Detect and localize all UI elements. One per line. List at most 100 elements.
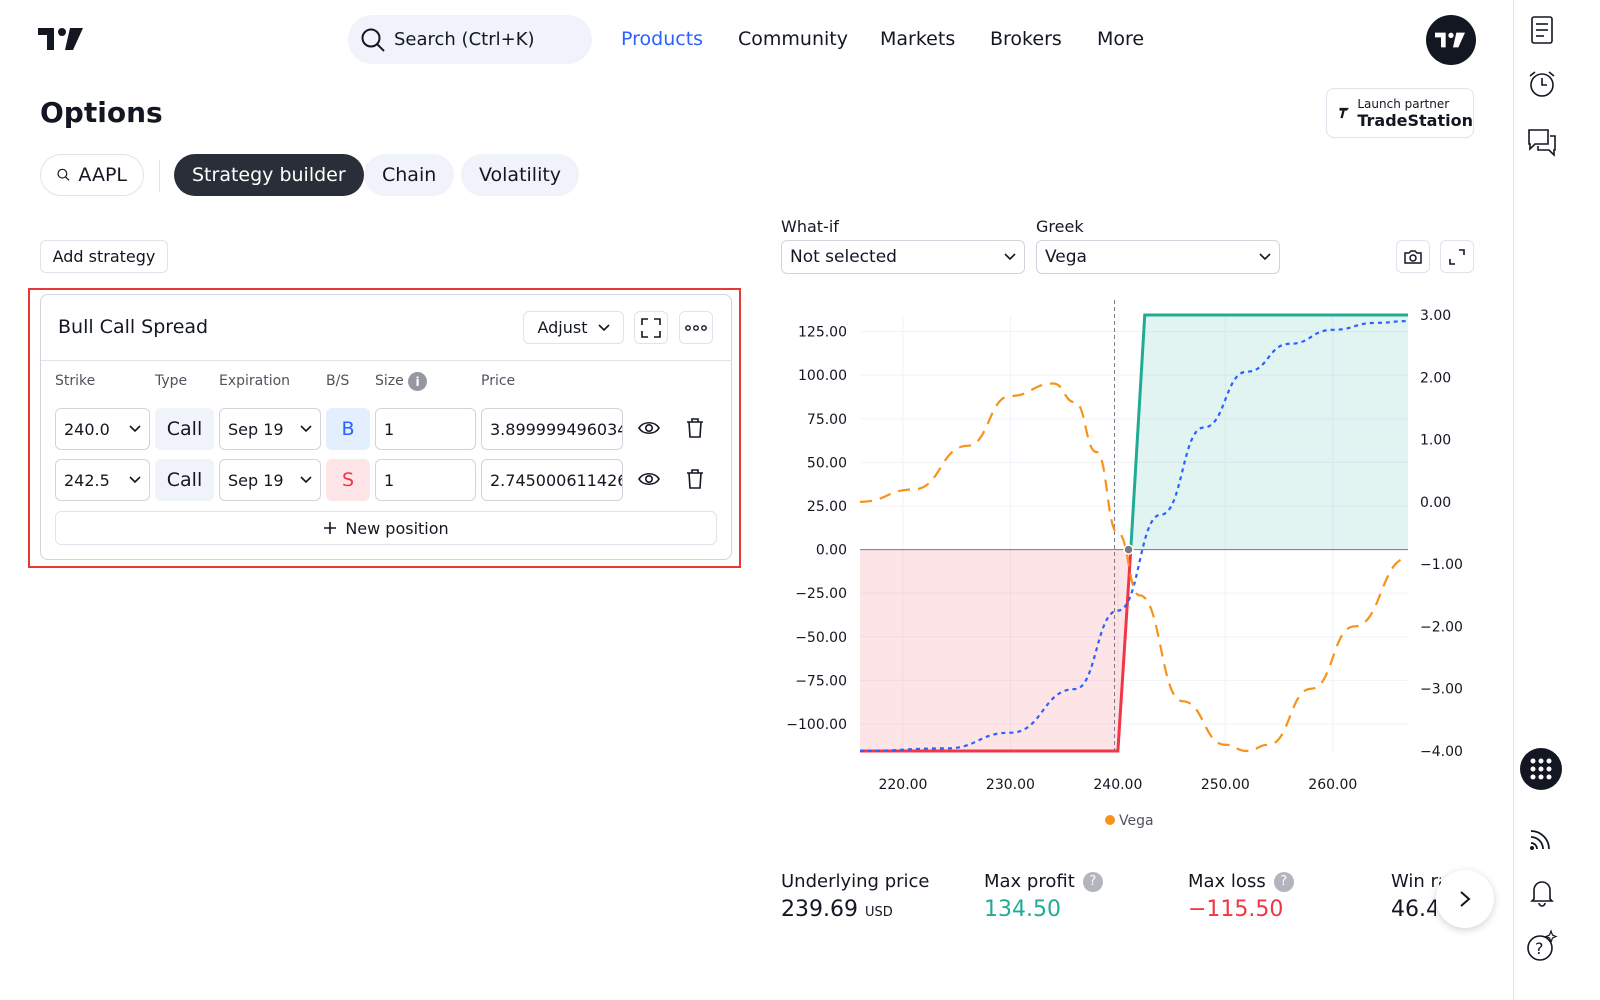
strike-value: 240.0	[64, 419, 110, 439]
payoff-chart[interactable]: 220.00 230.00 240.00 250.00 260.00 125.00 100.…	[780, 295, 1480, 840]
notifications-bell-icon[interactable]	[1522, 872, 1562, 912]
adjust-button[interactable]: Adjust	[523, 311, 624, 344]
camera-icon	[1404, 249, 1422, 264]
scroll-right-button[interactable]	[1436, 870, 1494, 928]
nav-brokers[interactable]: Brokers	[990, 28, 1062, 50]
visibility-eye-icon[interactable]	[637, 417, 661, 443]
type-toggle[interactable]: Call	[155, 408, 214, 450]
greek-value: Vega	[1045, 247, 1087, 267]
price-input[interactable]: 3.899999496034	[481, 408, 623, 450]
type-toggle[interactable]: Call	[155, 459, 214, 501]
chevron-down-icon	[597, 323, 610, 331]
greek-select[interactable]: Vega	[1036, 240, 1280, 274]
underlying-price-label: Underlying price	[781, 871, 930, 892]
expiration-loss-line	[860, 549, 1133, 753]
x-tick-label: 220.00	[878, 777, 927, 793]
chevron-down-icon	[300, 425, 312, 433]
pl-today-line	[859, 320, 1409, 753]
info-icon[interactable]: i	[408, 372, 427, 391]
more-options-button[interactable]	[679, 311, 713, 344]
whatif-label: What-if	[781, 217, 839, 236]
nav-markets[interactable]: Markets	[880, 28, 956, 50]
strike-select[interactable]: 240.0	[55, 408, 150, 450]
y-left-tick-label: 0.00	[816, 543, 847, 559]
max-loss-label: Max loss ?	[1188, 871, 1294, 892]
add-strategy-button[interactable]: Add strategy	[40, 240, 168, 273]
right-rail-divider	[1513, 0, 1514, 1000]
sell-toggle[interactable]: S	[326, 459, 370, 501]
whatif-select[interactable]: Not selected	[781, 240, 1025, 274]
vega-line	[859, 382, 1409, 753]
new-position-button[interactable]: New position	[55, 511, 717, 545]
y-right-tick-label: 2.00	[1420, 370, 1451, 386]
visibility-eye-icon[interactable]	[637, 468, 661, 494]
y-right-tick-label: −3.00	[1420, 682, 1463, 698]
streams-icon[interactable]	[1522, 818, 1562, 858]
search-placeholder: Search (Ctrl+K)	[394, 29, 535, 50]
user-avatar[interactable]	[1426, 15, 1476, 65]
buy-toggle[interactable]: B	[326, 408, 370, 450]
max-loss-label-text: Max loss	[1188, 871, 1266, 892]
expiration-select[interactable]: Sep 19	[219, 459, 321, 501]
y-left-tick-label: −25.00	[795, 586, 847, 602]
snapshot-button[interactable]	[1396, 240, 1430, 273]
strategy-name: Bull Call Spread	[58, 316, 209, 338]
y-left-tick-label: 100.00	[798, 368, 847, 384]
col-expiration: Expiration	[219, 373, 291, 389]
strike-select[interactable]: 242.5	[55, 459, 150, 501]
chevron-down-icon	[1004, 253, 1016, 261]
expand-diagonal-icon	[1449, 248, 1465, 265]
y-left-tick-label: 25.00	[807, 499, 847, 515]
y-right-tick-label: 0.00	[1420, 495, 1451, 511]
alarm-clock-icon[interactable]	[1522, 64, 1562, 104]
partner-badge[interactable]: Launch partner TradeStation	[1326, 88, 1474, 138]
legend-vega-swatch	[1105, 815, 1115, 825]
expand-icon	[641, 317, 661, 338]
legend-vega-label: Vega	[1119, 813, 1154, 829]
help-icon[interactable]: ?	[1522, 926, 1562, 966]
y-left-tick-label: 50.00	[807, 455, 847, 471]
help-icon[interactable]: ?	[1082, 871, 1103, 892]
loss-area	[860, 549, 1131, 751]
max-profit-label: Max profit ?	[984, 871, 1103, 892]
partner-name: TradeStation	[1357, 110, 1473, 130]
win-rate-label-text: Win ra	[1391, 871, 1441, 892]
chevron-down-icon	[1259, 253, 1271, 261]
y-left-tick-label: −100.00	[786, 717, 847, 733]
tradingview-avatar-icon	[1435, 32, 1465, 48]
help-icon[interactable]: ?	[1273, 871, 1294, 892]
expiration-select[interactable]: Sep 19	[219, 408, 321, 450]
apps-grid-icon[interactable]	[1520, 748, 1562, 790]
x-tick-label: 230.00	[986, 777, 1035, 793]
card-divider	[41, 360, 731, 361]
tab-chain[interactable]: Chain	[364, 154, 455, 196]
size-input[interactable]: 1	[375, 459, 476, 501]
symbol-search-chip[interactable]: AAPL	[40, 154, 144, 196]
chevron-down-icon	[300, 476, 312, 484]
size-input[interactable]: 1	[375, 408, 476, 450]
watchlist-icon[interactable]	[1522, 10, 1562, 50]
tab-strategy-builder[interactable]: Strategy builder	[174, 154, 364, 196]
y-right-tick-label: 1.00	[1420, 433, 1451, 449]
whatif-value: Not selected	[790, 247, 897, 267]
underlying-label-text: Underlying price	[781, 871, 930, 892]
nav-products[interactable]: Products	[621, 28, 704, 50]
symbol-label: AAPL	[78, 164, 127, 186]
search-input[interactable]: Search (Ctrl+K)	[348, 15, 592, 64]
chats-icon[interactable]	[1522, 122, 1562, 162]
tradestation-logo-icon	[1339, 107, 1349, 119]
price-input[interactable]: 2.745000611426	[481, 459, 623, 501]
expand-chart-button[interactable]	[1440, 240, 1474, 273]
col-size: Size	[375, 373, 404, 389]
tab-volatility[interactable]: Volatility	[461, 154, 580, 196]
y-right-tick-label: 3.00	[1420, 308, 1451, 324]
nav-more[interactable]: More	[1097, 28, 1145, 50]
trash-icon[interactable]	[685, 468, 705, 494]
fullscreen-button[interactable]	[634, 311, 668, 344]
tradingview-logo[interactable]	[38, 26, 86, 52]
underlying-price-value: 239.69 USD	[781, 897, 893, 922]
expiration-value: Sep 19	[228, 419, 284, 439]
nav-community[interactable]: Community	[738, 28, 848, 50]
trash-icon[interactable]	[685, 417, 705, 443]
y-right-tick-label: −4.00	[1420, 744, 1463, 760]
